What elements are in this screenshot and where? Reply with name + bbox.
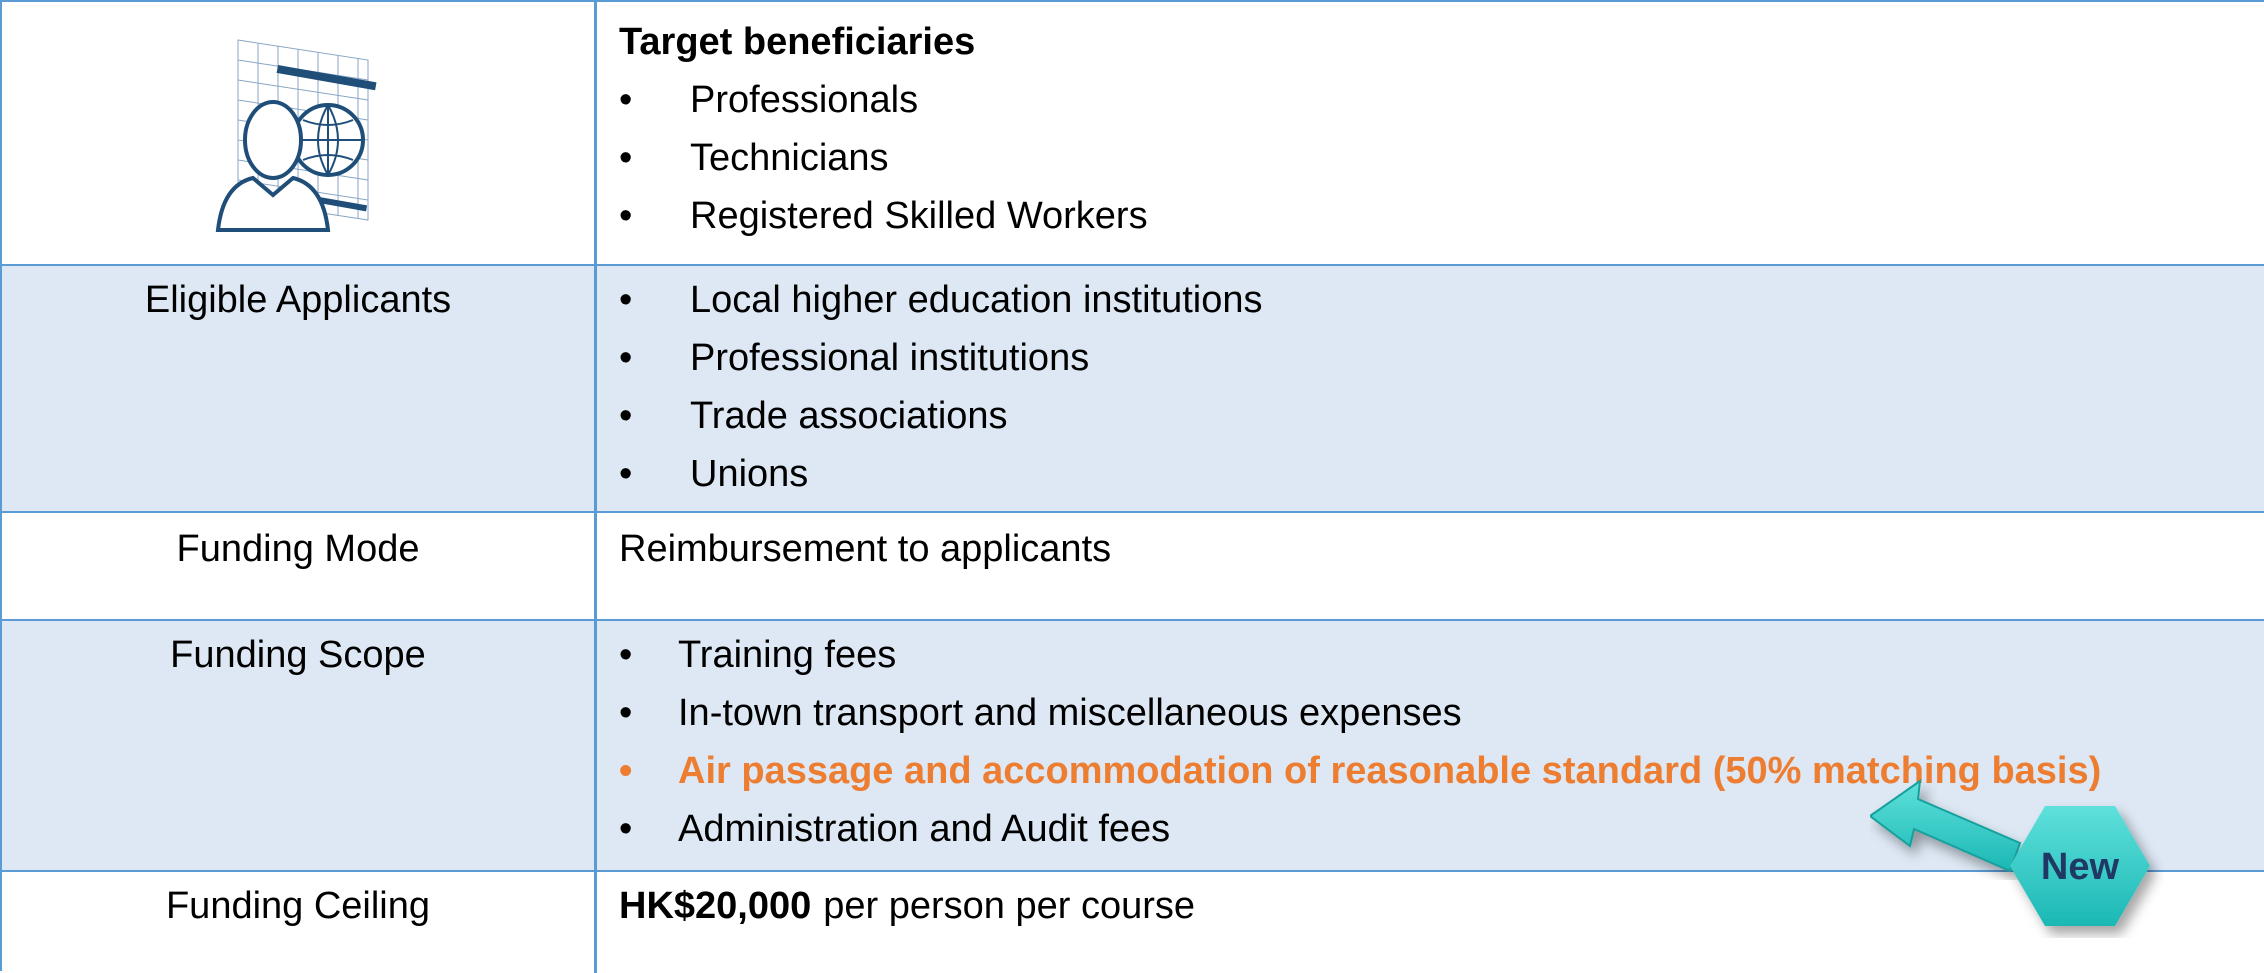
bullet-item: Unions xyxy=(619,452,2264,510)
label-text: Funding Mode xyxy=(176,528,420,570)
bullet-list: Professionals Technicians Registered Ski… xyxy=(619,78,2264,252)
cell: Training fees In-town transport and misc… xyxy=(619,633,2264,865)
icon xyxy=(215,39,377,232)
cell-text: per person per course xyxy=(823,885,1196,927)
cell: Target beneficiaries Professionals Techn… xyxy=(619,20,2264,252)
badge-text: New xyxy=(2041,846,2120,888)
badge-hexagon xyxy=(2010,806,2150,926)
bullet-item: Air passage and accommodation of reasona… xyxy=(619,749,2264,807)
label-text: Funding Scope xyxy=(170,634,426,676)
row-label: Eligible Applicants xyxy=(2,266,597,511)
table-row: Funding Mode Reimbursement to applicants xyxy=(2,513,2264,621)
bullet-item: In-town transport and miscellaneous expe… xyxy=(619,691,2264,749)
cell: HK$20,000 per person per course xyxy=(619,884,2264,928)
bullet-list: Training fees In-town transport and misc… xyxy=(619,633,2264,865)
label-text: Eligible Applicants xyxy=(144,279,452,321)
table-row: Target beneficiaries Professionals Techn… xyxy=(2,2,2264,266)
new-badge: New xyxy=(1870,778,2150,926)
bullet-item: Registered Skilled Workers xyxy=(619,194,2264,252)
cell-text: Reimbursement to applicants xyxy=(619,528,1112,570)
row-label: Funding Mode xyxy=(2,513,597,619)
label-text: Funding Ceiling xyxy=(165,885,431,927)
bullet-item: Training fees xyxy=(619,633,2264,691)
bullet-list: Local higher education institutions Prof… xyxy=(619,278,2264,510)
bullet-item: Technicians xyxy=(619,136,2264,194)
bullet-item: Professionals xyxy=(619,78,2264,136)
badge-arrow xyxy=(1870,778,2022,873)
cell: Reimbursement to applicants xyxy=(619,527,2264,571)
cell: Local higher education institutions Prof… xyxy=(619,278,2264,510)
icon-cell xyxy=(2,2,597,264)
bullet-item: Professional institutions xyxy=(619,336,2264,394)
table-row: Funding Ceiling HK$20,000 per person per … xyxy=(2,872,2264,973)
bullet-item: Trade associations xyxy=(619,394,2264,452)
row-label: Funding Scope xyxy=(2,621,597,870)
cell-heading: Target beneficiaries xyxy=(619,21,976,63)
cell-text-bold: HK$20,000 xyxy=(619,885,812,927)
table-row: Funding Scope Training fees In-town tran… xyxy=(2,621,2264,872)
row-label: Funding Ceiling xyxy=(2,872,597,973)
bullet-item: Local higher education institutions xyxy=(619,278,2264,336)
table-row: Eligible Applicants Local higher educati… xyxy=(2,266,2264,513)
bullet-item: Administration and Audit fees xyxy=(619,807,2264,865)
